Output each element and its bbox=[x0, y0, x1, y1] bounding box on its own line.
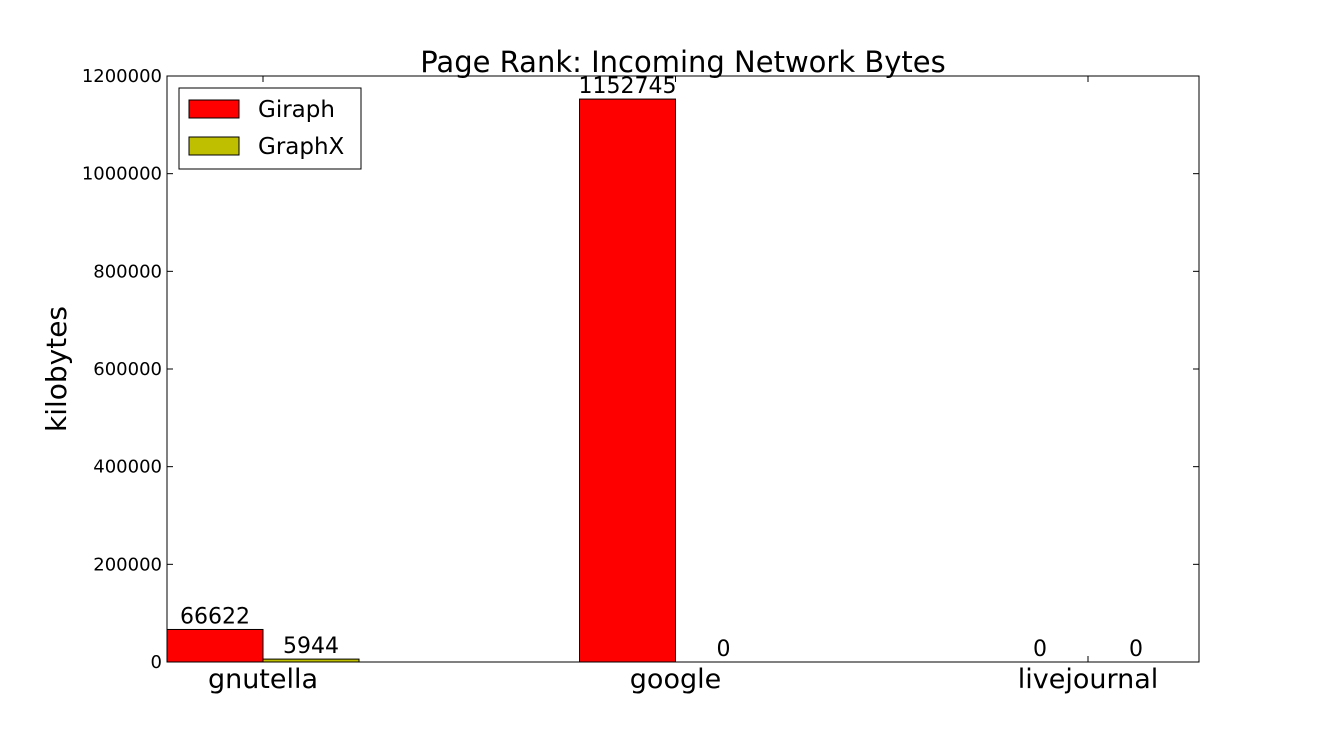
bars-group bbox=[166, 98, 676, 663]
data-label-giraph-gnutella: 66622 bbox=[180, 604, 250, 629]
x-tick-label-google: google bbox=[630, 664, 721, 695]
y-tick-label: 800000 bbox=[93, 261, 162, 282]
data-labels-group: 66622 1152745 0 5944 0 0 bbox=[180, 74, 1143, 662]
data-label-giraph-google: 1152745 bbox=[579, 74, 677, 99]
chart-title: Page Rank: Incoming Network Bytes bbox=[420, 45, 945, 79]
data-label-graphx-livejournal: 0 bbox=[1129, 637, 1143, 662]
x-tick-label-livejournal: livejournal bbox=[1018, 664, 1159, 695]
legend-label-graphx: GraphX bbox=[258, 134, 345, 160]
y-tick-label: 1200000 bbox=[82, 66, 162, 87]
legend-label-giraph: Giraph bbox=[258, 97, 335, 123]
data-label-graphx-gnutella: 5944 bbox=[283, 634, 339, 659]
x-ticks-group: gnutella google livejournal bbox=[208, 76, 1158, 695]
legend-swatch-graphx bbox=[188, 136, 240, 156]
bar-giraph-google bbox=[579, 98, 676, 663]
x-tick-label-gnutella: gnutella bbox=[208, 664, 318, 695]
data-label-graphx-google: 0 bbox=[717, 637, 731, 662]
legend-swatch-giraph bbox=[188, 99, 240, 119]
y-tick-label: 600000 bbox=[93, 359, 162, 380]
y-axis-label: kilobytes bbox=[40, 306, 73, 432]
legend: Giraph GraphX bbox=[178, 87, 362, 170]
y-tick-label: 400000 bbox=[93, 457, 162, 478]
y-tick-label: 1000000 bbox=[82, 164, 162, 185]
y-tick-label: 200000 bbox=[93, 554, 162, 575]
data-label-giraph-livejournal: 0 bbox=[1033, 637, 1047, 662]
y-ticks-group: 0 200000 400000 600000 800000 1000000 1200000 bbox=[82, 66, 1199, 673]
bar-giraph-gnutella bbox=[166, 628, 264, 663]
y-tick-label: 0 bbox=[151, 652, 162, 673]
